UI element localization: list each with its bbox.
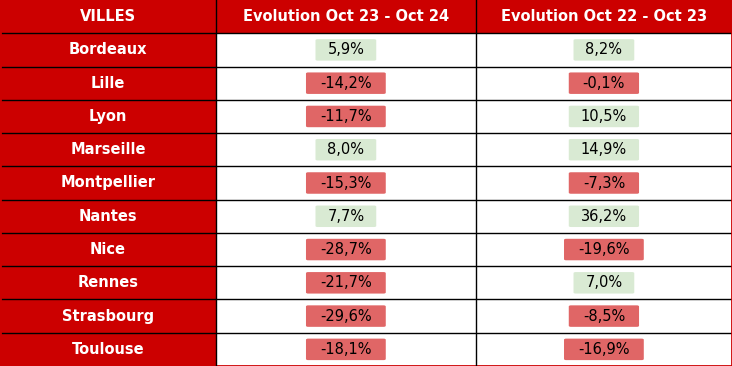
Text: Rennes: Rennes <box>78 275 138 290</box>
FancyBboxPatch shape <box>315 139 376 160</box>
Bar <box>0 67 216 100</box>
Text: Lille: Lille <box>91 76 125 91</box>
Bar <box>0 333 216 366</box>
FancyBboxPatch shape <box>569 72 639 94</box>
Text: Montpellier: Montpellier <box>61 176 155 190</box>
FancyBboxPatch shape <box>306 272 386 294</box>
Bar <box>0 266 216 299</box>
Bar <box>476 233 732 266</box>
Text: 7,0%: 7,0% <box>586 275 622 290</box>
Bar <box>0 299 216 333</box>
Bar <box>0 33 216 67</box>
FancyBboxPatch shape <box>306 239 386 260</box>
FancyBboxPatch shape <box>564 339 644 360</box>
Text: -11,7%: -11,7% <box>320 109 372 124</box>
Bar <box>476 133 732 167</box>
Text: Nice: Nice <box>90 242 126 257</box>
Text: -14,2%: -14,2% <box>320 76 372 91</box>
FancyBboxPatch shape <box>306 172 386 194</box>
Text: 8,0%: 8,0% <box>327 142 365 157</box>
Text: Evolution Oct 23 - Oct 24: Evolution Oct 23 - Oct 24 <box>243 9 449 24</box>
Bar <box>0 0 216 33</box>
Bar <box>476 199 732 233</box>
Bar <box>476 100 732 133</box>
Bar <box>216 100 476 133</box>
Bar <box>216 67 476 100</box>
Bar <box>216 233 476 266</box>
Bar <box>216 199 476 233</box>
Text: Evolution Oct 22 - Oct 23: Evolution Oct 22 - Oct 23 <box>501 9 707 24</box>
Bar <box>476 67 732 100</box>
Bar <box>216 299 476 333</box>
FancyBboxPatch shape <box>564 239 644 260</box>
Text: -19,6%: -19,6% <box>578 242 630 257</box>
Text: Nantes: Nantes <box>78 209 138 224</box>
FancyBboxPatch shape <box>306 305 386 327</box>
Bar <box>216 33 476 67</box>
FancyBboxPatch shape <box>569 206 639 227</box>
Bar <box>476 266 732 299</box>
Text: -18,1%: -18,1% <box>320 342 372 357</box>
FancyBboxPatch shape <box>569 172 639 194</box>
Bar <box>0 199 216 233</box>
FancyBboxPatch shape <box>306 106 386 127</box>
FancyBboxPatch shape <box>315 39 376 61</box>
Text: -29,6%: -29,6% <box>320 309 372 324</box>
Bar <box>0 233 216 266</box>
Text: -8,5%: -8,5% <box>583 309 625 324</box>
FancyBboxPatch shape <box>306 339 386 360</box>
Bar <box>216 266 476 299</box>
Text: 5,9%: 5,9% <box>327 42 365 57</box>
Bar <box>476 33 732 67</box>
FancyBboxPatch shape <box>569 305 639 327</box>
Text: -28,7%: -28,7% <box>320 242 372 257</box>
Text: VILLES: VILLES <box>80 9 136 24</box>
Bar <box>476 167 732 199</box>
FancyBboxPatch shape <box>569 106 639 127</box>
Bar <box>476 333 732 366</box>
Bar <box>216 167 476 199</box>
Text: 36,2%: 36,2% <box>580 209 627 224</box>
Bar <box>0 167 216 199</box>
Text: -15,3%: -15,3% <box>320 176 372 190</box>
Bar <box>216 333 476 366</box>
Text: 14,9%: 14,9% <box>580 142 627 157</box>
Text: Bordeaux: Bordeaux <box>69 42 147 57</box>
Bar <box>0 100 216 133</box>
FancyBboxPatch shape <box>315 206 376 227</box>
Text: 7,7%: 7,7% <box>327 209 365 224</box>
Text: 8,2%: 8,2% <box>586 42 622 57</box>
Bar <box>0 133 216 167</box>
Text: Strasbourg: Strasbourg <box>62 309 154 324</box>
Bar <box>476 0 732 33</box>
Text: -7,3%: -7,3% <box>583 176 625 190</box>
Text: Lyon: Lyon <box>89 109 127 124</box>
Bar <box>216 133 476 167</box>
FancyBboxPatch shape <box>573 272 634 294</box>
Text: Toulouse: Toulouse <box>72 342 144 357</box>
Text: 10,5%: 10,5% <box>580 109 627 124</box>
FancyBboxPatch shape <box>573 39 634 61</box>
Text: -0,1%: -0,1% <box>583 76 625 91</box>
FancyBboxPatch shape <box>306 72 386 94</box>
Text: -21,7%: -21,7% <box>320 275 372 290</box>
FancyBboxPatch shape <box>569 139 639 160</box>
Bar <box>216 0 476 33</box>
Text: -16,9%: -16,9% <box>578 342 630 357</box>
Bar <box>476 299 732 333</box>
Text: Marseille: Marseille <box>70 142 146 157</box>
